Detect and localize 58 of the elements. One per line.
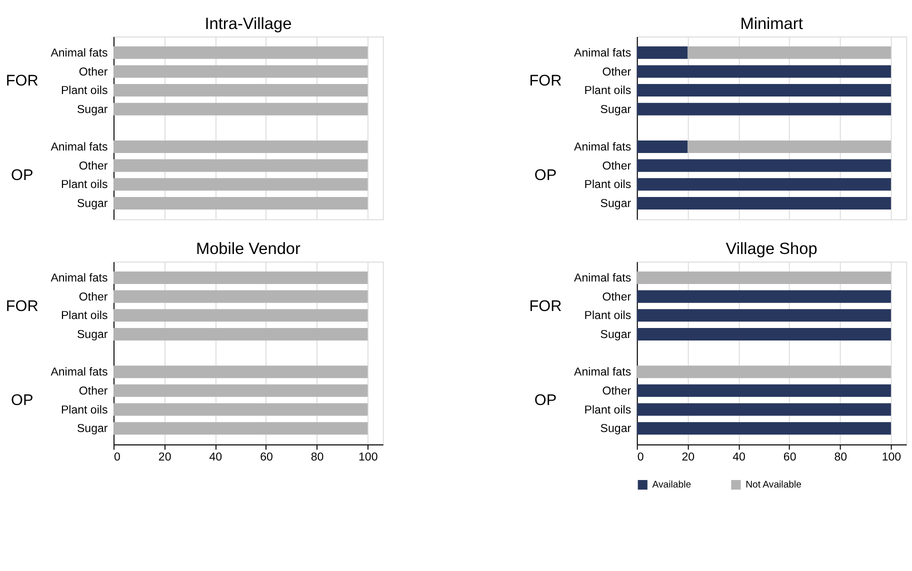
x-tick-label: 80 <box>834 451 848 464</box>
text: FOR <box>529 298 562 315</box>
x-tick-label: 60 <box>783 451 796 464</box>
y-tick-label: Animal fats <box>50 366 108 379</box>
chart-title: Intra-Village <box>204 14 292 33</box>
y-tick-label: Sugar <box>76 198 108 210</box>
y-tick-label: Other <box>602 160 632 172</box>
x-tick-label: 40 <box>209 451 222 464</box>
y-tick-label: Animal fats <box>50 47 108 60</box>
y-tick-label: Plant oils <box>584 85 632 98</box>
y-tick-label: Sugar <box>600 329 632 342</box>
y-tick-label: Animal fats <box>574 142 632 154</box>
x-tick-label: 60 <box>260 451 273 464</box>
y-tick-label: Sugar <box>600 104 632 116</box>
legend-label: Available <box>652 480 692 491</box>
x-tick-label: 100 <box>882 451 902 464</box>
y-tick-label: Animal fats <box>50 142 108 154</box>
chart-title: Minimart <box>740 14 804 33</box>
x-tick-label: 40 <box>732 451 746 464</box>
y-tick-label: Plant oils <box>60 404 108 416</box>
y-tick-label: Sugar <box>76 329 108 342</box>
x-tick-label: 20 <box>158 451 172 464</box>
y-tick-label: Plant oils <box>584 404 632 416</box>
y-tick-label: Other <box>78 160 108 172</box>
x-tick-label: 0 <box>637 451 644 464</box>
chart-title: Village Shop <box>726 240 818 258</box>
text: FOR <box>6 298 38 315</box>
x-tick-label: 0 <box>114 451 120 464</box>
x-tick-label: 80 <box>310 451 324 464</box>
legend-label: Not Available <box>746 480 802 491</box>
text: FOR <box>529 72 562 90</box>
y-tick-label: Other <box>602 386 632 398</box>
y-tick-label: Other <box>78 291 108 304</box>
y-tick-label: Plant oils <box>584 310 632 322</box>
y-tick-label: Other <box>602 291 632 304</box>
y-tick-label: Plant oils <box>60 85 108 98</box>
y-tick-label: Sugar <box>76 423 108 436</box>
x-tick-label: 100 <box>358 451 378 464</box>
y-tick-label: Animal fats <box>574 47 632 60</box>
y-tick-label: Plant oils <box>60 310 108 322</box>
x-tick-label: 20 <box>682 451 695 464</box>
text: OP <box>534 166 557 184</box>
chart-title: Mobile Vendor <box>196 240 301 258</box>
y-tick-label: Other <box>78 386 108 398</box>
text: OP <box>11 392 34 409</box>
y-tick-label: Other <box>78 66 108 78</box>
y-tick-label: Other <box>602 66 632 78</box>
y-tick-label: Plant oils <box>60 179 108 192</box>
text: OP <box>534 392 557 409</box>
y-tick-label: Sugar <box>600 198 632 210</box>
y-tick-label: Sugar <box>76 104 108 116</box>
text: OP <box>11 166 34 184</box>
y-tick-label: Animal fats <box>50 272 108 285</box>
y-tick-label: Plant oils <box>584 179 632 192</box>
y-tick-label: Sugar <box>600 423 632 436</box>
y-tick-label: Animal fats <box>574 272 632 285</box>
y-tick-label: Animal fats <box>574 366 632 379</box>
text: FOR <box>6 72 38 90</box>
